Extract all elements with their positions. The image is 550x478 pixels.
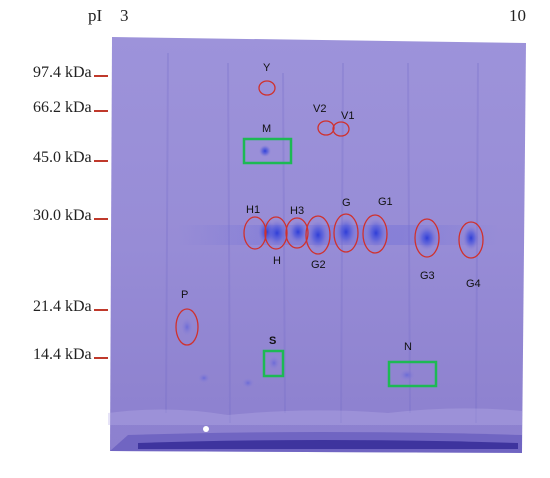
marker-tick-45 (94, 160, 108, 162)
spot-label-g: G (342, 197, 351, 209)
spot-label-g4: G4 (466, 278, 481, 290)
spot-label-h1: H1 (246, 204, 260, 216)
protein-spots (181, 145, 479, 388)
spot-label-v2: V2 (313, 103, 326, 115)
marker-label-21: 21.4 kDa (33, 298, 92, 315)
circle-v1 (332, 121, 350, 137)
red-circles (175, 80, 484, 346)
circle-g1 (362, 214, 388, 254)
marker-label-66: 66.2 kDa (33, 99, 92, 116)
marker-tick-66 (94, 110, 108, 112)
spot-label-g1: G1 (378, 196, 393, 208)
spot-label-h3: H3 (290, 205, 304, 217)
circle-v2 (317, 120, 335, 136)
circle-h3 (285, 217, 309, 249)
circle-h1 (243, 216, 267, 250)
spot-label-p: P (181, 289, 188, 301)
marker-label-30: 30.0 kDa (33, 207, 92, 224)
circle-p (175, 308, 199, 346)
spot-label-g2: G2 (311, 259, 326, 271)
marker-label-45: 45.0 kDa (33, 149, 92, 166)
box-m (242, 137, 293, 165)
marker-label-97: 97.4 kDa (33, 64, 92, 81)
spot-label-m: M (262, 123, 271, 135)
marker-tick-97 (94, 75, 108, 77)
spot-label-v1: V1 (341, 110, 354, 122)
green-boxes (242, 137, 438, 388)
marker-tick-14 (94, 357, 108, 359)
marker-label-14: 14.4 kDa (33, 346, 92, 363)
spot-label-n: N (404, 341, 412, 353)
circle-g4 (458, 221, 484, 259)
circle-g2 (305, 215, 331, 255)
marker-tick-30 (94, 218, 108, 220)
spot-label-y: Y (263, 62, 271, 74)
gel-image: Y V2 V1 M H1 H3 H G G1 G2 G3 G4 P S N (108, 37, 526, 453)
pi-low-label: 3 (120, 6, 129, 25)
spot-label-s: S (269, 335, 276, 347)
box-n (387, 360, 438, 388)
bubble (203, 426, 209, 432)
spot-label-h: H (273, 255, 281, 267)
pi-high-label: 10 (509, 6, 526, 25)
circle-g (333, 213, 359, 253)
circle-y (258, 80, 276, 96)
pi-axis-label: pI (88, 6, 103, 25)
circle-h (264, 216, 288, 250)
marker-tick-21 (94, 309, 108, 311)
box-s (262, 349, 285, 378)
spot-label-g3: G3 (420, 270, 435, 282)
circle-g3 (414, 218, 440, 258)
